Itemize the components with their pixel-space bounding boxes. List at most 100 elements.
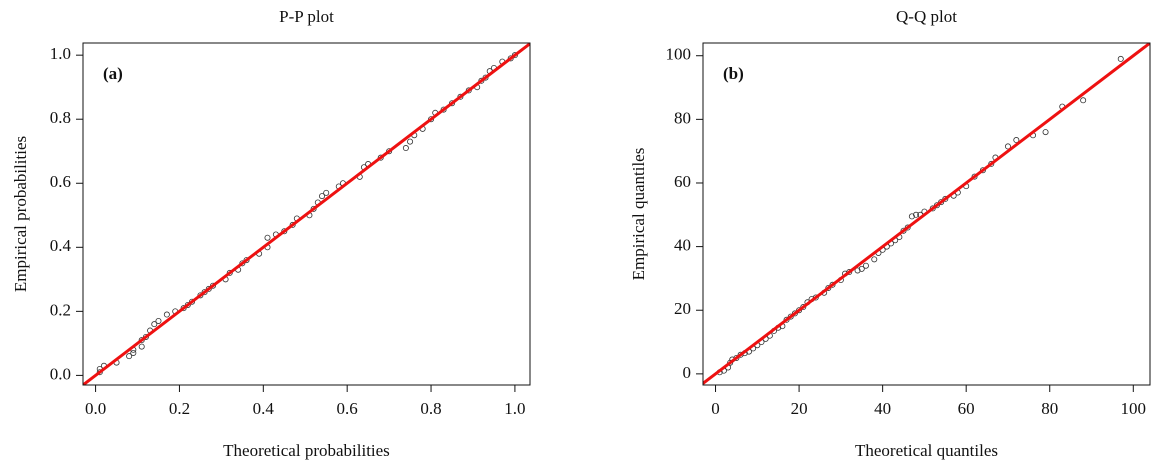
data-point xyxy=(201,289,208,296)
data-point xyxy=(130,349,137,356)
data-point xyxy=(289,221,296,228)
data-point xyxy=(205,285,212,292)
data-point xyxy=(938,199,945,206)
data-point xyxy=(310,205,317,212)
data-point xyxy=(189,298,196,305)
data-point xyxy=(209,282,216,289)
data-point xyxy=(184,301,191,308)
data-point xyxy=(197,292,204,299)
x-tick-label: 80 xyxy=(1041,399,1058,418)
data-point xyxy=(511,52,518,59)
data-point xyxy=(846,269,853,276)
data-point xyxy=(478,77,485,84)
data-point xyxy=(971,173,978,180)
x-tick-label: 0.0 xyxy=(85,399,106,418)
data-point xyxy=(281,228,288,235)
data-point xyxy=(96,369,103,376)
plot-frame xyxy=(702,42,1151,386)
y-tick-label: 0.0 xyxy=(50,364,71,383)
data-point xyxy=(858,265,865,272)
data-point xyxy=(402,145,409,152)
data-point xyxy=(239,260,246,267)
data-point xyxy=(142,333,149,340)
data-point xyxy=(733,354,740,361)
data-point xyxy=(812,294,819,301)
x-tick-label: 0 xyxy=(711,399,720,418)
x-tick-label: 1.0 xyxy=(504,399,525,418)
data-point xyxy=(908,213,915,220)
data-point xyxy=(913,211,920,218)
y-tick-label: 0.2 xyxy=(50,300,71,319)
data-point xyxy=(449,100,456,107)
data-point xyxy=(407,138,414,145)
data-point xyxy=(377,154,384,161)
data-point xyxy=(1080,97,1087,104)
data-point xyxy=(386,148,393,155)
data-point xyxy=(942,195,949,202)
data-point xyxy=(727,359,734,366)
data-point xyxy=(428,116,435,123)
data-point xyxy=(904,224,911,231)
x-axis-label: Theoretical probabilities xyxy=(223,441,390,460)
data-point xyxy=(440,106,447,113)
data-point xyxy=(900,227,907,234)
data-point xyxy=(1004,143,1011,150)
data-point xyxy=(800,304,807,311)
panel-label: (a) xyxy=(103,64,123,83)
data-point xyxy=(482,74,489,81)
y-tick-label: 0.4 xyxy=(50,236,72,255)
x-tick-label: 0.8 xyxy=(420,399,441,418)
panel-label: (b) xyxy=(723,64,744,83)
data-point xyxy=(465,87,472,94)
data-point xyxy=(933,202,940,209)
x-tick-label: 0.4 xyxy=(253,399,275,418)
x-tick-label: 60 xyxy=(958,399,975,418)
y-tick-label: 0.6 xyxy=(50,172,71,191)
data-point xyxy=(1042,129,1049,136)
data-point xyxy=(988,160,995,167)
data-point xyxy=(871,256,878,263)
data-point xyxy=(151,321,158,328)
data-point xyxy=(180,305,187,312)
x-tick-label: 0.2 xyxy=(169,399,190,418)
x-tick-label: 100 xyxy=(1121,399,1147,418)
data-point xyxy=(737,351,744,358)
data-point xyxy=(319,193,326,200)
chart-title: Q-Q plot xyxy=(896,7,957,26)
y-axis-label: Empirical quantiles xyxy=(629,148,648,281)
data-point xyxy=(791,310,798,317)
data-point xyxy=(138,337,145,344)
x-axis-label: Theoretical quantiles xyxy=(855,441,998,460)
plot-area xyxy=(83,43,530,385)
data-point xyxy=(787,313,794,320)
data-point xyxy=(862,262,869,269)
data-point xyxy=(243,257,250,264)
y-axis-label: Empirical probabilities xyxy=(11,136,30,292)
data-point xyxy=(163,311,170,318)
y-tick-label: 60 xyxy=(674,172,691,191)
y-tick-label: 100 xyxy=(666,45,692,64)
data-point xyxy=(264,234,271,241)
x-tick-label: 0.6 xyxy=(337,399,358,418)
y-tick-label: 20 xyxy=(674,299,691,318)
y-tick-label: 0.8 xyxy=(50,108,71,127)
plot-panel: Q-Q plot Theoretical quantiles Empirical q… xyxy=(629,7,1151,460)
data-point xyxy=(979,167,986,174)
data-point xyxy=(155,317,162,324)
x-tick-label: 20 xyxy=(791,399,808,418)
data-point xyxy=(783,316,790,323)
data-point xyxy=(796,307,803,314)
reference-line xyxy=(703,43,1150,385)
data-point xyxy=(226,269,233,276)
data-point xyxy=(854,267,861,274)
plot-panel: P-P plot Theoretical probabilities Empiric… xyxy=(11,7,531,460)
x-tick-label: 40 xyxy=(874,399,891,418)
y-tick-label: 0 xyxy=(683,363,692,382)
chart-title: P-P plot xyxy=(279,7,334,26)
reference-line xyxy=(83,43,530,385)
data-point xyxy=(829,281,836,288)
data-point xyxy=(323,189,330,196)
y-tick-label: 1.0 xyxy=(50,44,71,63)
data-point xyxy=(825,284,832,291)
